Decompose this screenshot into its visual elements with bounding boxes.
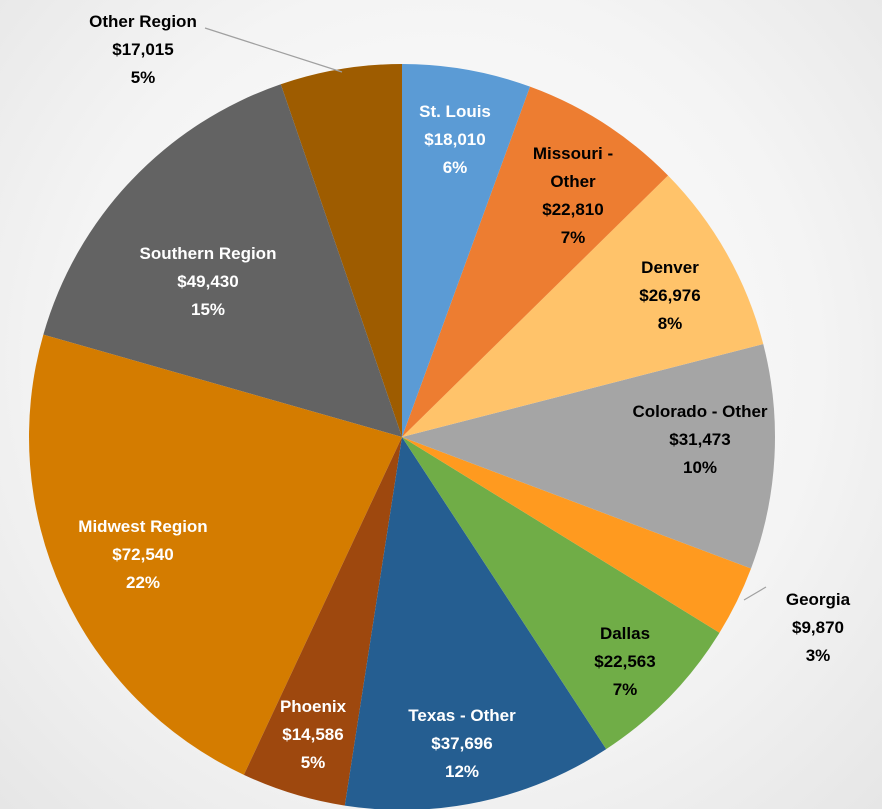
percent-label: 8% — [657, 314, 683, 333]
value-label: $9,870 — [792, 618, 844, 637]
percent-label: 12% — [444, 762, 480, 781]
percent-label: 5% — [300, 753, 326, 772]
slice-label: Colorado - Other $31,473 10% — [630, 398, 770, 482]
category-label: Phoenix — [279, 697, 347, 716]
slice-label: Southern Region $49,430 15% — [108, 240, 308, 324]
category-label: St. Louis — [419, 102, 491, 121]
slice-label: Other Region $17,015 5% — [58, 8, 228, 92]
category-label: Missouri - Other — [532, 144, 614, 191]
percent-label: 3% — [805, 646, 831, 665]
value-label: $49,430 — [177, 272, 239, 291]
leader-line — [743, 586, 767, 601]
slice-label: Midwest Region $72,540 22% — [48, 513, 238, 597]
pie-slice — [402, 344, 776, 569]
pie-slice — [402, 437, 752, 633]
percent-label: 6% — [442, 158, 468, 177]
category-label: Other Region — [89, 12, 197, 31]
category-label: Southern Region — [139, 244, 277, 263]
percent-label: 5% — [130, 68, 156, 87]
category-label: Colorado - Other — [632, 402, 768, 421]
slice-label: Phoenix $14,586 5% — [263, 693, 363, 777]
category-label: Texas - Other — [408, 706, 516, 725]
pie-slice — [402, 86, 669, 437]
slice-label: Georgia $9,870 3% — [768, 586, 868, 670]
pie-slice — [402, 437, 720, 750]
slice-label: Denver $26,976 8% — [615, 254, 725, 338]
pie-slice — [402, 64, 531, 437]
value-label: $37,696 — [431, 734, 493, 753]
slice-label: Texas - Other $37,696 12% — [377, 702, 547, 786]
value-label: $31,473 — [669, 430, 731, 449]
slice-label: St. Louis $18,010 6% — [405, 98, 505, 182]
value-label: $22,563 — [594, 652, 656, 671]
category-label: Midwest Region — [78, 517, 208, 536]
value-label: $26,976 — [639, 286, 701, 305]
value-label: $14,586 — [282, 725, 344, 744]
percent-label: 22% — [125, 573, 161, 592]
pie-slice — [280, 64, 402, 437]
pie-slice — [43, 84, 402, 437]
category-label: Dallas — [599, 624, 651, 643]
percent-label: 10% — [682, 458, 718, 477]
value-label: $22,810 — [542, 200, 604, 219]
percent-label: 7% — [560, 228, 586, 247]
value-label: $17,015 — [112, 40, 174, 59]
percent-label: 15% — [190, 300, 226, 319]
category-label: Georgia — [785, 590, 851, 609]
slice-label: Missouri - Other $22,810 7% — [518, 140, 628, 252]
leader-line — [204, 27, 343, 73]
category-label: Denver — [641, 258, 699, 277]
pie-slice — [402, 175, 764, 437]
pie-slice — [243, 437, 402, 806]
pie-slice — [28, 334, 402, 775]
percent-label: 7% — [612, 680, 638, 699]
value-label: $72,540 — [112, 545, 174, 564]
pie-slice — [344, 437, 607, 809]
slice-label: Dallas $22,563 7% — [570, 620, 680, 704]
value-label: $18,010 — [424, 130, 486, 149]
